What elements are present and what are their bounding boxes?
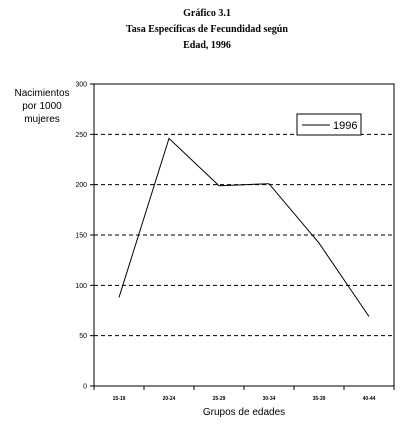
y-tick-label-100: 100 [75, 283, 87, 290]
y-tick-label-300: 300 [75, 82, 87, 89]
x-tick-label-35-39: 35-39 [313, 396, 326, 402]
y-axis-label-line-3: mujeres [24, 114, 60, 125]
y-axis-ticks: 0 50 100 150 200 250 300 [75, 82, 94, 391]
legend: 1996 [296, 113, 362, 136]
x-tick-label-40-44: 40-44 [363, 396, 376, 402]
y-tick-label-50: 50 [79, 333, 87, 340]
y-tick-label-250: 250 [75, 132, 87, 139]
series-group [118, 137, 370, 317]
x-tick-label-25-29: 25-29 [213, 396, 226, 402]
chart-title-line-3: Edad, 1996 [183, 40, 231, 51]
legend-label-1996: 1996 [333, 120, 357, 132]
y-tick-label-200: 200 [75, 182, 87, 189]
y-axis-label-line-2: por 1000 [22, 101, 62, 112]
y-tick-label-150: 150 [75, 233, 87, 240]
series-line-1996 [118, 137, 370, 317]
chart-title-line-2: Tasa Específicas de Fecundidad según [126, 24, 288, 35]
x-tick-label-15-19: 15-19 [113, 396, 126, 402]
y-tick-label-0: 0 [83, 384, 87, 391]
x-axis-label: Grupos de edades [202, 407, 286, 418]
chart-title-line-1: Gráfico 3.1 [183, 8, 231, 19]
x-tick-label-30-34: 30-34 [263, 396, 276, 402]
x-tick-label-20-24: 20-24 [163, 396, 176, 402]
x-axis-ticks: 15-19 20-24 25-29 30-34 35-39 40-44 [93, 386, 395, 402]
y-axis-label-line-1: Nacimientos [14, 88, 70, 99]
